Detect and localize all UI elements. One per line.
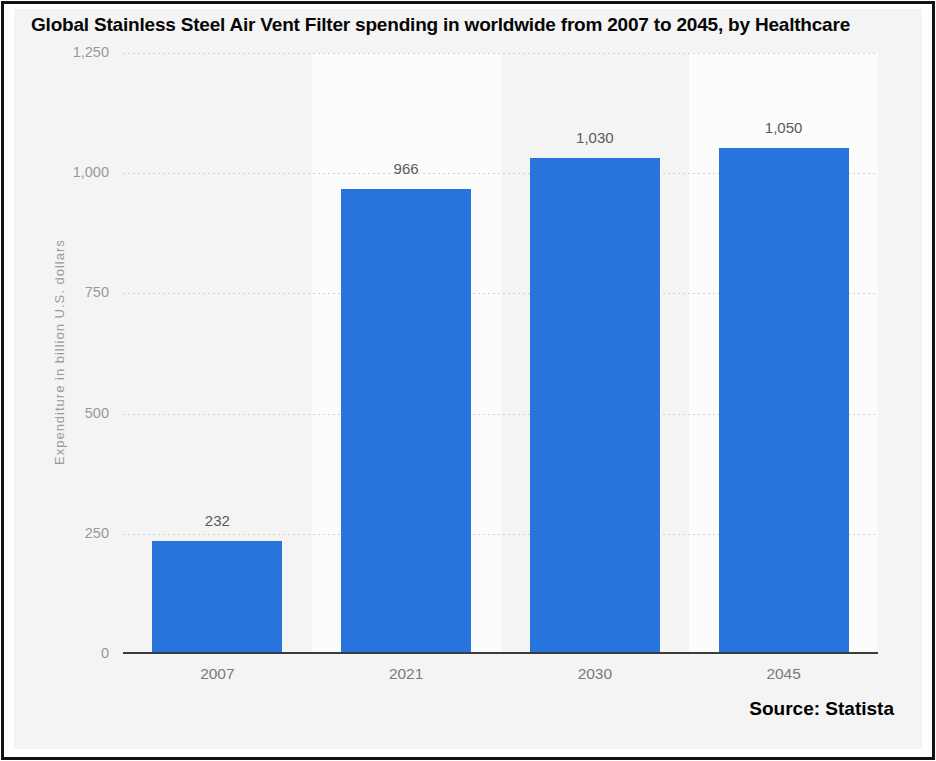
y-tick-label-1250: 1,250 [24,44,109,62]
x-axis-baseline [123,652,878,654]
x-tick-label-2030: 2030 [501,665,690,683]
y-axis-title: Expenditure in billion U.S. dollars [52,112,74,592]
source-label: Source: Statista [749,698,894,720]
value-label-2045: 1,050 [719,119,849,137]
bar-2045 [719,148,849,653]
plot-area: 232200796620211,03020301,0502045 [123,53,878,654]
x-tick-label-2045: 2045 [689,665,878,683]
y-tick-label-0: 0 [24,645,109,663]
gridline-1250 [123,53,878,54]
value-label-2007: 232 [152,512,282,530]
bar-2030 [530,158,660,653]
chart-frame: Global Stainless Steel Air Vent Filter s… [1,1,935,760]
bar-2021 [341,189,471,653]
x-tick-label-2021: 2021 [312,665,501,683]
value-label-2021: 966 [341,160,471,178]
bar-2007 [152,541,282,653]
screenshot-stage: Global Stainless Steel Air Vent Filter s… [0,0,936,761]
x-tick-label-2007: 2007 [123,665,312,683]
chart-title: Global Stainless Steel Air Vent Filter s… [31,14,850,36]
value-label-2030: 1,030 [530,129,660,147]
